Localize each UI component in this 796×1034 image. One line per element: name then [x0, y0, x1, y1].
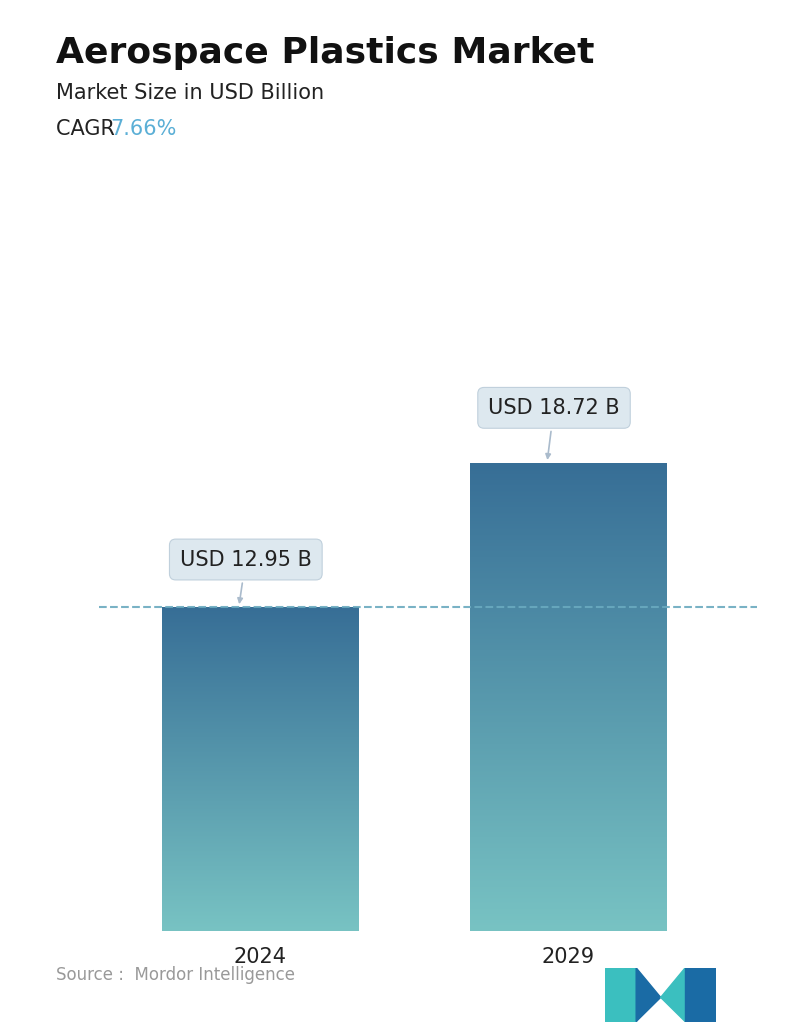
Text: 7.66%: 7.66% [110, 119, 176, 139]
Text: USD 18.72 B: USD 18.72 B [488, 398, 620, 458]
Polygon shape [661, 968, 685, 1022]
Text: Source :  Mordor Intelligence: Source : Mordor Intelligence [56, 967, 295, 984]
Text: USD 12.95 B: USD 12.95 B [180, 549, 312, 603]
Text: CAGR: CAGR [56, 119, 128, 139]
Polygon shape [636, 968, 661, 1022]
Text: Aerospace Plastics Market: Aerospace Plastics Market [56, 36, 595, 70]
Text: Market Size in USD Billion: Market Size in USD Billion [56, 83, 324, 102]
Bar [605, 968, 636, 1022]
Bar [685, 968, 716, 1022]
